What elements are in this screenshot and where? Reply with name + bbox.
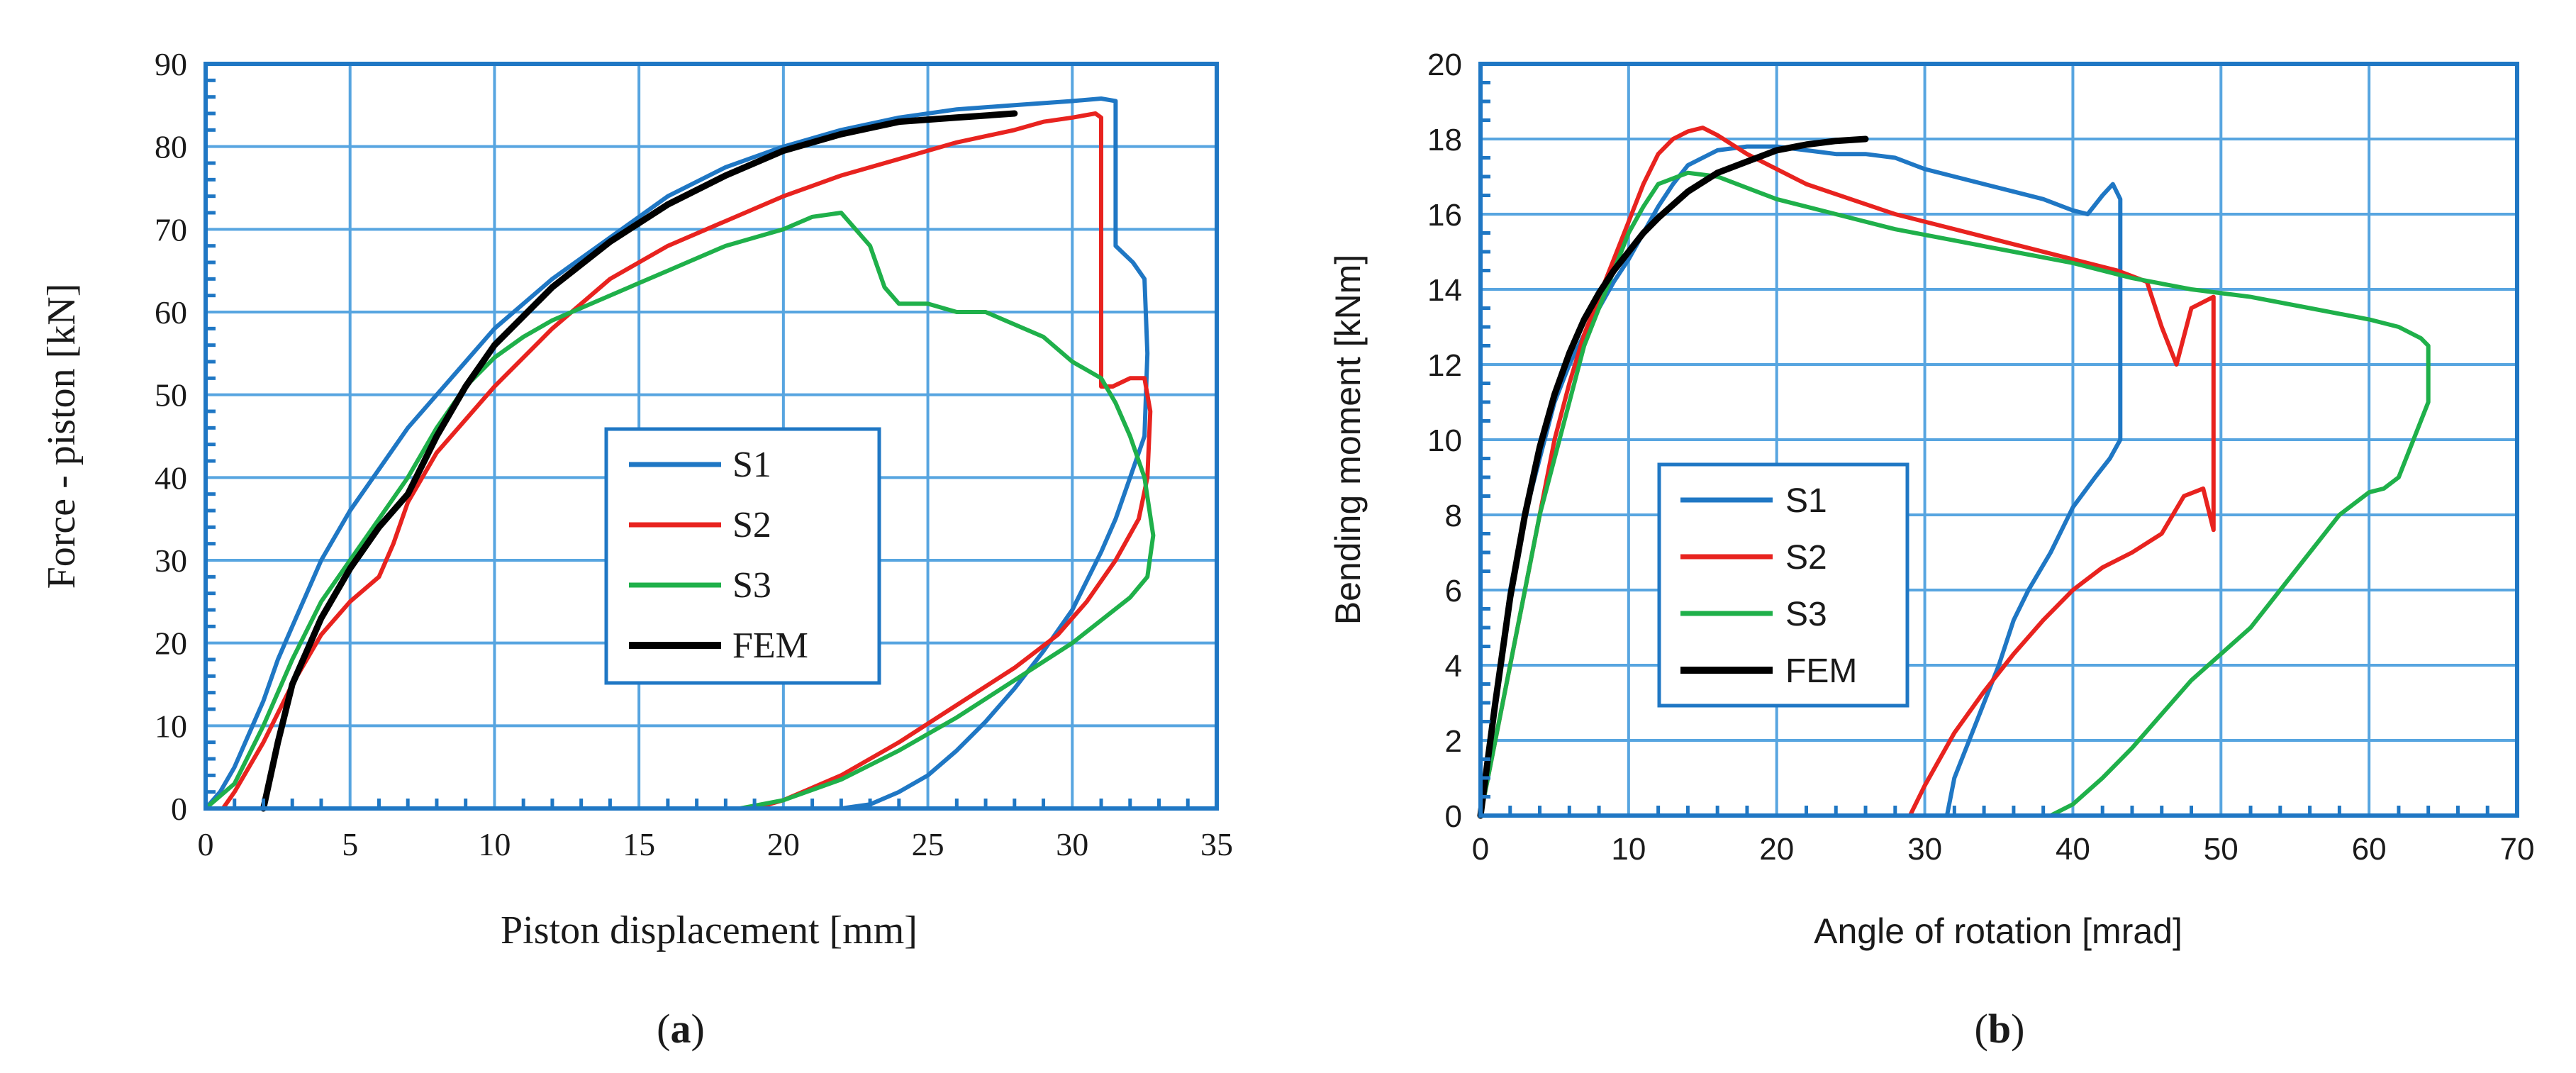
chart-a-xtick-label: 15 xyxy=(623,826,655,862)
chart-a-caption-open: ( xyxy=(657,1006,670,1052)
chart-b-ytick-label: 0 xyxy=(1445,799,1462,834)
chart-a-legend-label-s2: S2 xyxy=(732,505,771,545)
chart-b-ytick-label: 4 xyxy=(1445,649,1462,684)
chart-a-xtick-label: 5 xyxy=(342,826,358,862)
chart-b-caption-close: ) xyxy=(2011,1006,2024,1052)
chart-a: 0 5 10 15 20 25 30 35 0 10 20 30 40 50 60 70 80 90 Piston… xyxy=(40,46,1233,1052)
chart-b-minor-ticks xyxy=(1481,81,2489,816)
chart-a-ytick-label: 20 xyxy=(155,626,187,662)
chart-b-series-s2-line xyxy=(1478,126,2216,818)
chart-a-series-s3-line xyxy=(203,211,1156,811)
chart-a-minor-ticks xyxy=(206,78,1190,808)
chart-a-xtick-label: 0 xyxy=(198,826,214,862)
chart-a-ytick-label: 0 xyxy=(171,791,187,827)
chart-b-xtick-label: 60 xyxy=(2352,832,2387,867)
chart-a-ytick-label: 90 xyxy=(155,46,187,82)
chart-b-tick-labels: 0 10 20 30 40 50 60 70 0 2 4 6 8 10 12 14 16 18 20 xyxy=(1427,48,2534,867)
chart-b-xtick-label: 30 xyxy=(1907,832,1942,867)
chart-b-ytick-label: 16 xyxy=(1427,198,1462,233)
chart-a-xlabel: Piston displacement [mm] xyxy=(501,908,918,952)
chart-b-ytick-label: 8 xyxy=(1445,499,1462,533)
chart-b-series-group xyxy=(1477,126,2431,819)
chart-a-frame xyxy=(203,62,1219,811)
chart-a-ytick-label: 40 xyxy=(155,460,187,496)
chart-b-ytick-label: 14 xyxy=(1427,273,1462,308)
chart-b-xtick-label: 40 xyxy=(2056,832,2090,867)
chart-b-xtick-label: 20 xyxy=(1759,832,1794,867)
chart-b-ytick-label: 10 xyxy=(1427,423,1462,458)
chart-b-xtick-label: 0 xyxy=(1472,832,1489,867)
chart-a-caption: (a) xyxy=(657,1006,705,1052)
chart-a-ytick-label: 30 xyxy=(155,543,187,579)
chart-a-ytick-label: 80 xyxy=(155,129,187,165)
chart-b-caption-open: ( xyxy=(1975,1006,1988,1052)
chart-b-legend-label-s3: S3 xyxy=(1785,596,1827,633)
chart-a-series-s2-line xyxy=(221,111,1153,811)
chart-a-series-fem-line xyxy=(260,110,1018,812)
chart-b-ytick-label: 20 xyxy=(1427,48,1462,82)
chart-b-series-s3-line xyxy=(1478,170,2431,818)
chart-a-caption-close: ) xyxy=(691,1006,705,1052)
chart-b-caption: (b) xyxy=(1975,1006,2025,1052)
chart-b-ylabel: Bending moment [kNm] xyxy=(1328,255,1368,625)
chart-b-series-fem-line xyxy=(1477,135,1869,819)
chart-b: 0 10 20 30 40 50 60 70 0 2 4 6 8 10 12 14 16 18 20 Angle o… xyxy=(1328,48,2534,1052)
chart-a-legend-box xyxy=(604,427,881,685)
chart-b-xtick-label: 50 xyxy=(2204,832,2238,867)
chart-a-series-group xyxy=(203,96,1156,812)
chart-a-legend-label-fem: FEM xyxy=(732,626,808,666)
chart-b-xtick-label: 70 xyxy=(2500,832,2535,867)
chart-a-ytick-label: 10 xyxy=(155,708,187,744)
chart-a-xtick-label: 20 xyxy=(767,826,800,862)
chart-b-caption-letter: b xyxy=(1988,1006,2011,1052)
chart-b-legend-box xyxy=(1657,462,1909,708)
chart-b-legend-label-fem: FEM xyxy=(1785,652,1857,690)
chart-b-ytick-label: 18 xyxy=(1427,123,1462,157)
chart-a-legend-label-s3: S3 xyxy=(732,565,771,606)
chart-a-caption-letter: a xyxy=(671,1006,691,1052)
chart-b-legend-label-s2: S2 xyxy=(1785,539,1827,577)
chart-a-ytick-label: 60 xyxy=(155,294,187,330)
chart-b-xlabel: Angle of rotation [mrad] xyxy=(1814,911,2182,951)
chart-a-ytick-label: 70 xyxy=(155,211,187,248)
chart-a-xtick-label: 25 xyxy=(912,826,944,862)
chart-b-xtick-label: 10 xyxy=(1611,832,1646,867)
chart-b-ytick-label: 2 xyxy=(1445,724,1462,759)
chart-a-xtick-label: 35 xyxy=(1200,826,1233,862)
chart-a-tick-labels: 0 5 10 15 20 25 30 35 0 10 20 30 40 50 60 70 80 90 xyxy=(155,46,1233,862)
chart-a-legend: S1 S2 S3 FEM xyxy=(604,427,881,685)
chart-a-legend-label-s1: S1 xyxy=(732,445,771,485)
chart-b-legend-label-s1: S1 xyxy=(1785,482,1827,520)
chart-a-ylabel: Force - piston [kN] xyxy=(40,284,84,589)
chart-a-xtick-label: 30 xyxy=(1056,826,1088,862)
chart-b-ytick-label: 12 xyxy=(1427,348,1462,383)
chart-b-ytick-label: 6 xyxy=(1445,574,1462,608)
chart-a-xtick-label: 10 xyxy=(478,826,511,862)
chart-b-frame xyxy=(1478,62,2519,818)
chart-a-ytick-label: 50 xyxy=(155,377,187,413)
chart-b-legend: S1 S2 S3 FEM xyxy=(1657,462,1909,708)
